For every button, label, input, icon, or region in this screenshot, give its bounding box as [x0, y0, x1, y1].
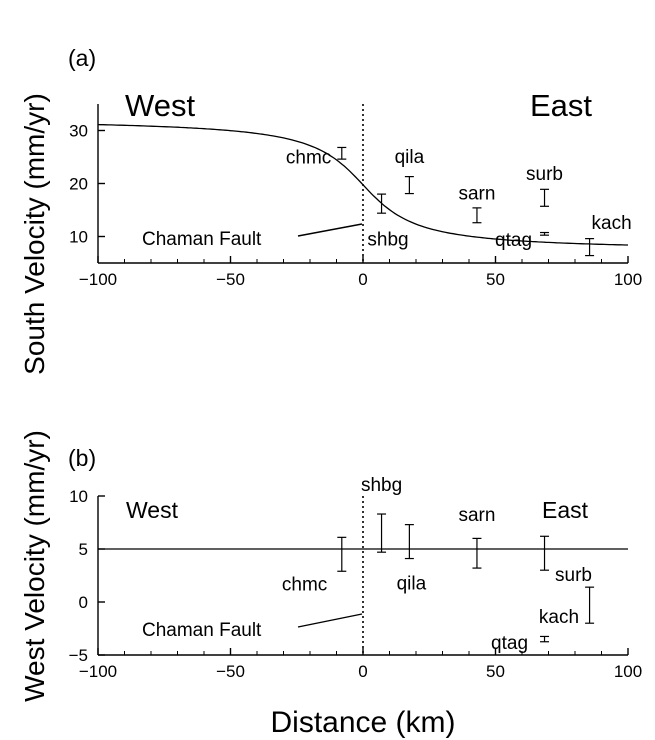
- panel-b-west-label: West: [126, 497, 179, 523]
- panel-a-site-label-qtag: qtag: [495, 230, 532, 251]
- panel-b-errorbar-qila: [404, 524, 414, 560]
- panel-a-errorbar-qtag: [540, 231, 550, 236]
- panel-b-errorbar-chmc: [337, 536, 347, 572]
- panel-b-y-tick-label: 0: [79, 593, 88, 612]
- panel-b-errorbar-qtag: [540, 635, 550, 643]
- panel-a: (a) South Velocity (mm/yr) West East Cha…: [19, 45, 642, 375]
- panel-a-x-tick-label: −100: [79, 270, 117, 289]
- panel-a-site-label-surb: surb: [526, 164, 563, 185]
- panel-a-fault-leader-line: [297, 223, 363, 237]
- panel-b-x-tick-label: −100: [79, 662, 117, 681]
- panel-a-x-tick-label: 100: [614, 270, 642, 289]
- panel-a-x-tick-label: −50: [216, 270, 245, 289]
- panel-b-site-label-kach: kach: [539, 607, 579, 628]
- panel-a-errorbar-kach: [585, 238, 595, 257]
- panel-b-y-tick-label: −5: [69, 646, 88, 665]
- panel-b-fault-leader-line: [297, 613, 363, 628]
- panel-b-errorbar-surb: [540, 535, 550, 571]
- panel-a-site-label-shbg: shbg: [367, 230, 408, 251]
- panel-a-site-label-qila: qila: [395, 147, 425, 168]
- panel-a-site-label-sarn: sarn: [458, 183, 495, 204]
- panel-a-errorbar-surb: [540, 188, 550, 207]
- panel-a-label: (a): [68, 45, 96, 71]
- panel-b-x-tick-label: −50: [216, 662, 245, 681]
- panel-a-errorbar-chmc: [337, 146, 347, 160]
- panel-a-errorbar-qila: [404, 176, 414, 195]
- panel-a-fault-label: Chaman Fault: [142, 229, 262, 250]
- panel-b-site-label-surb: surb: [555, 565, 592, 586]
- panel-a-east-label: East: [530, 88, 592, 123]
- panel-a-site-label-chmc: chmc: [286, 147, 331, 168]
- panel-b-y-tick-label: 5: [79, 540, 88, 559]
- panel-a-model-curve: [97, 123, 628, 246]
- panel-b-errorbar-shbg: [377, 513, 387, 553]
- panel-b-fault-label: Chaman Fault: [142, 620, 262, 641]
- panel-a-errorbar-sarn: [472, 207, 482, 224]
- panel-b-site-label-sarn: sarn: [458, 505, 495, 526]
- panel-b-east-label: East: [542, 497, 589, 523]
- x-axis-label: Distance (km): [270, 706, 455, 739]
- panel-b-site-label-chmc: chmc: [282, 574, 327, 595]
- panel-b-label: (b): [68, 445, 96, 471]
- panel-a-y-axis-label: South Velocity (mm/yr): [19, 93, 50, 375]
- panel-a-west-label: West: [125, 88, 195, 123]
- panel-b: (b) West Velocity (mm/yr) West East Cham…: [19, 430, 642, 739]
- panel-b-x-tick-label: 0: [358, 662, 367, 681]
- panel-a-x-tick-label: 50: [486, 270, 505, 289]
- panel-a-errorbar-shbg: [377, 193, 387, 214]
- panel-a-site-label-kach: kach: [592, 213, 632, 234]
- panel-b-site-label-shbg: shbg: [361, 475, 402, 496]
- panel-a-y-tick-label: 20: [69, 175, 88, 194]
- panel-b-site-label-qila: qila: [397, 574, 427, 595]
- panel-a-x-tick-label: 0: [358, 270, 367, 289]
- panel-b-x-tick-label: 50: [486, 662, 505, 681]
- panel-b-errorbar-sarn: [472, 537, 482, 569]
- panel-b-x-tick-label: 100: [614, 662, 642, 681]
- panel-a-y-tick-label: 10: [69, 228, 88, 247]
- panel-b-site-label-qtag: qtag: [491, 633, 528, 654]
- panel-b-y-tick-label: 10: [69, 487, 88, 506]
- panel-a-y-tick-label: 30: [69, 122, 88, 141]
- panel-b-y-axis-label: West Velocity (mm/yr): [19, 430, 50, 702]
- panel-b-errorbar-kach: [585, 586, 595, 624]
